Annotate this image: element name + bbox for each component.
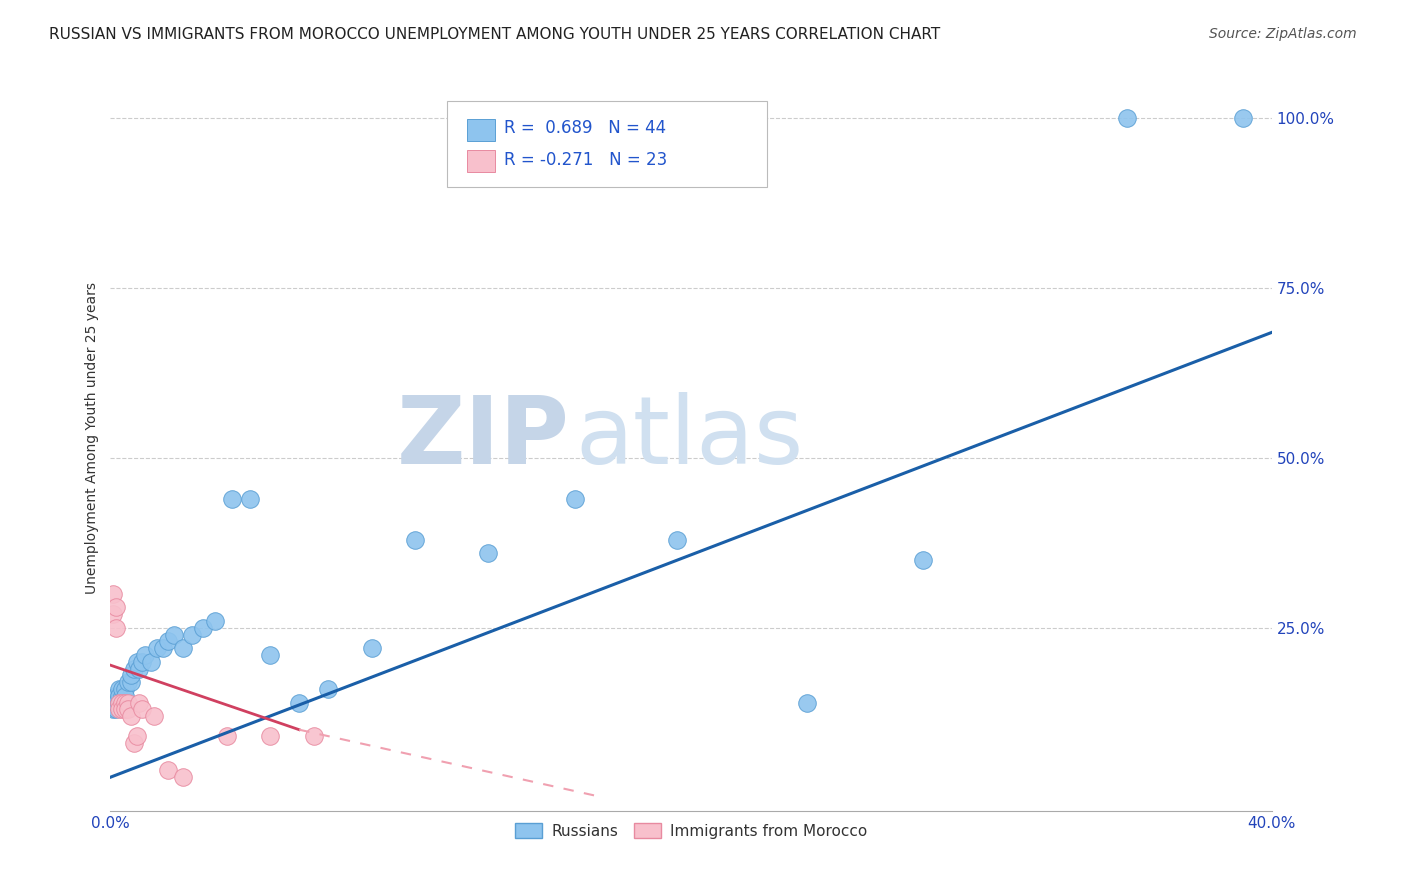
Text: R = -0.271   N = 23: R = -0.271 N = 23 <box>505 151 668 169</box>
Point <box>172 770 194 784</box>
Point <box>288 696 311 710</box>
Point <box>152 641 174 656</box>
Point <box>111 696 134 710</box>
Point <box>180 627 202 641</box>
Point <box>128 661 150 675</box>
Point <box>114 681 136 696</box>
Point <box>360 641 382 656</box>
Point <box>215 730 238 744</box>
Point <box>120 675 142 690</box>
Point <box>108 681 131 696</box>
Point <box>117 696 139 710</box>
Point <box>157 764 180 778</box>
Point <box>103 607 125 622</box>
Point <box>172 641 194 656</box>
Point <box>302 730 325 744</box>
Point <box>193 621 215 635</box>
Point <box>108 696 131 710</box>
Point <box>105 702 128 716</box>
Point <box>163 627 186 641</box>
Point <box>103 587 125 601</box>
Point <box>1232 112 1254 126</box>
Point <box>117 675 139 690</box>
FancyBboxPatch shape <box>447 102 766 187</box>
Point <box>108 689 131 703</box>
Point <box>117 702 139 716</box>
Point <box>204 614 226 628</box>
Point <box>146 641 169 656</box>
Point <box>665 533 688 547</box>
Text: R =  0.689   N = 44: R = 0.689 N = 44 <box>505 120 666 137</box>
Text: ZIP: ZIP <box>396 392 569 483</box>
Point <box>103 702 125 716</box>
Point <box>128 696 150 710</box>
Point <box>111 702 134 716</box>
Point <box>139 655 162 669</box>
Point <box>105 689 128 703</box>
FancyBboxPatch shape <box>467 150 495 172</box>
Text: atlas: atlas <box>575 392 803 483</box>
Point <box>259 730 281 744</box>
Point <box>316 681 339 696</box>
FancyBboxPatch shape <box>467 119 495 141</box>
Point <box>114 696 136 710</box>
Point <box>105 600 128 615</box>
Text: Source: ZipAtlas.com: Source: ZipAtlas.com <box>1209 27 1357 41</box>
Point <box>122 736 145 750</box>
Point <box>111 689 134 703</box>
Point <box>108 696 131 710</box>
Legend: Russians, Immigrants from Morocco: Russians, Immigrants from Morocco <box>509 816 873 845</box>
Point <box>239 491 262 506</box>
Point <box>157 634 180 648</box>
Point <box>134 648 156 662</box>
Point <box>111 696 134 710</box>
Point <box>143 709 166 723</box>
Text: RUSSIAN VS IMMIGRANTS FROM MOROCCO UNEMPLOYMENT AMONG YOUTH UNDER 25 YEARS CORRE: RUSSIAN VS IMMIGRANTS FROM MOROCCO UNEMP… <box>49 27 941 42</box>
Point <box>103 696 125 710</box>
Point <box>114 689 136 703</box>
Y-axis label: Unemployment Among Youth under 25 years: Unemployment Among Youth under 25 years <box>86 282 100 593</box>
Point <box>120 709 142 723</box>
Point <box>131 702 153 716</box>
Point <box>477 546 499 560</box>
Point <box>404 533 426 547</box>
Point <box>105 696 128 710</box>
Point <box>114 702 136 716</box>
Point <box>111 681 134 696</box>
Point <box>122 661 145 675</box>
Point <box>131 655 153 669</box>
Point <box>120 668 142 682</box>
Point <box>108 702 131 716</box>
Point <box>796 696 818 710</box>
Point <box>125 730 148 744</box>
Point <box>564 491 586 506</box>
Point <box>1115 112 1137 126</box>
Point <box>105 621 128 635</box>
Point <box>259 648 281 662</box>
Point <box>125 655 148 669</box>
Point <box>221 491 243 506</box>
Point <box>912 553 935 567</box>
